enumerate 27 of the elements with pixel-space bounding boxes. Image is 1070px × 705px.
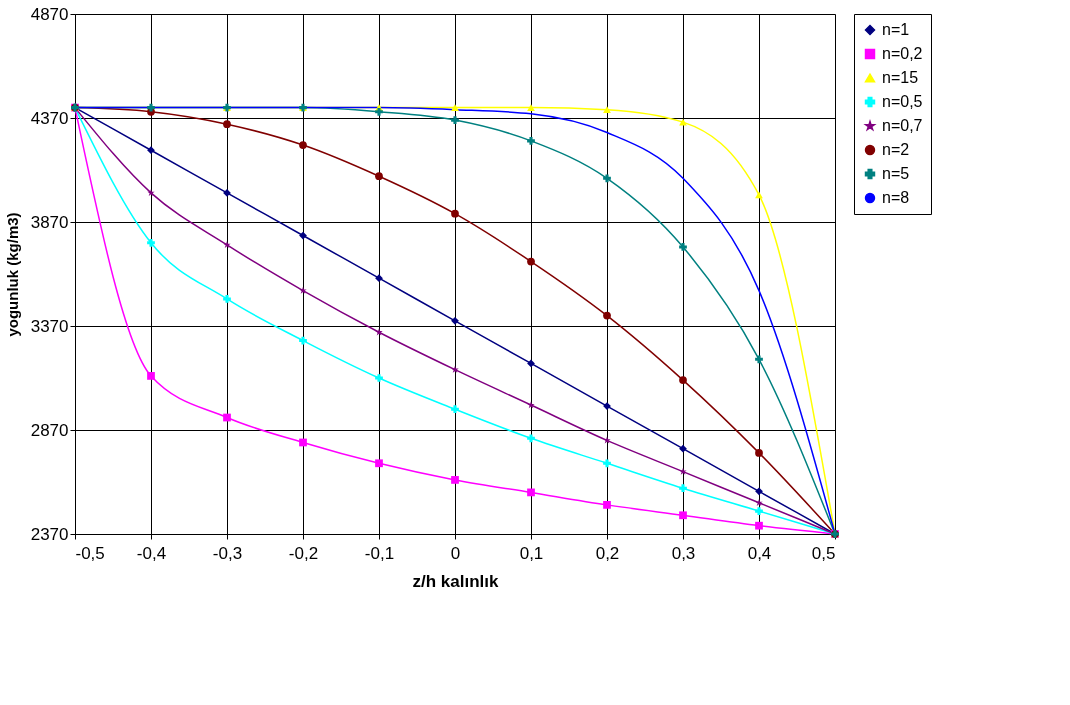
legend-label: n=5 [882,165,910,182]
y-tick-label: 2870 [30,420,69,440]
x-tick-label: 0 [450,543,461,563]
x-tick-label: 0,1 [519,543,544,563]
x-tick-label: -0,5 [75,543,105,563]
y-tick-label: 4370 [30,108,69,128]
y-tick-label: 3870 [30,212,69,232]
x-tick-label: -0,2 [288,543,319,563]
x-axis-title: z/h kalınlık [412,571,500,591]
x-tick-label: 0,3 [671,543,696,563]
x-tick-label: -0,4 [136,543,167,563]
legend-label: n=15 [882,69,919,86]
legend-label: n=8 [882,189,910,206]
legend-label: n=0,2 [882,45,923,62]
legend-label: n=0,7 [882,117,923,134]
legend-label: n=1 [882,21,910,38]
x-tick-label: 0,2 [595,543,620,563]
legend-label: n=0,5 [882,93,923,110]
legend-label: n=2 [882,141,910,158]
x-tick-label: 0,4 [747,543,772,563]
x-tick-label: 0,5 [811,543,836,563]
y-tick-label: 3370 [30,316,69,336]
y-axis-title: yogunluk (kg/m3) [3,212,21,337]
y-tick-label: 2370 [30,524,69,544]
x-tick-label: -0,3 [212,543,243,563]
x-tick-label: -0,1 [364,543,395,563]
y-tick-label: 4870 [30,4,69,24]
